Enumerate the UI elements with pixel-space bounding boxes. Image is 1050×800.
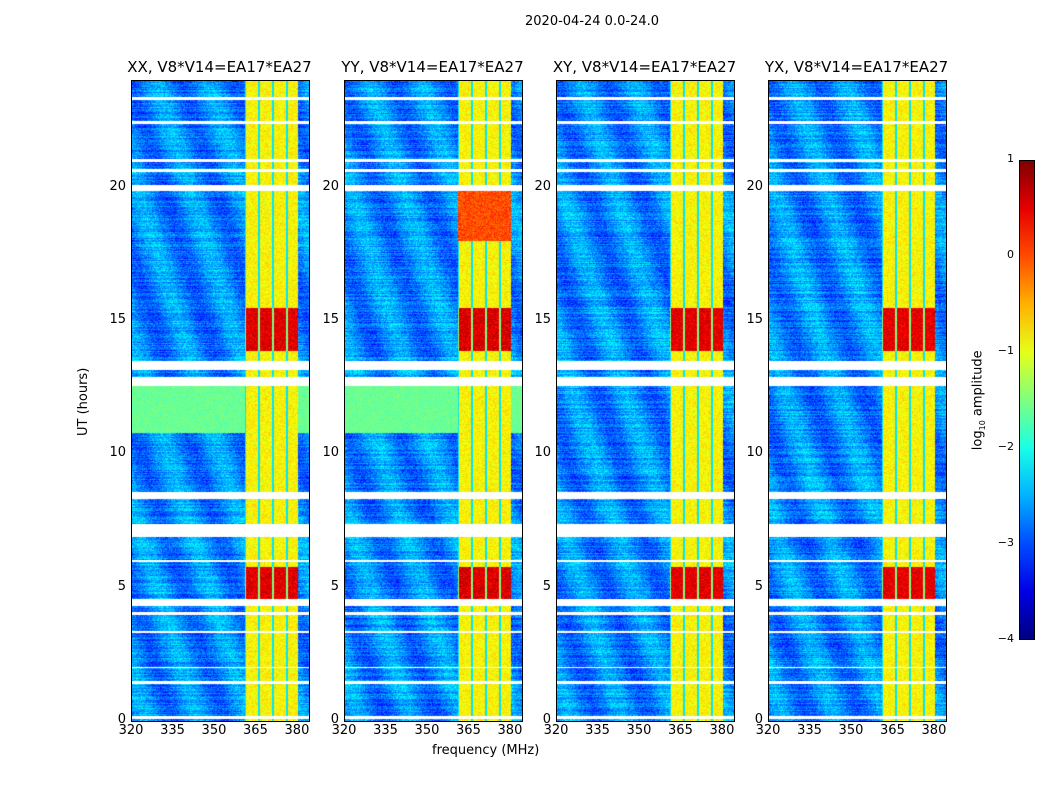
heatmap-panel-3 <box>768 80 947 722</box>
y-tick-label: 10 <box>534 445 551 461</box>
x-tick-label: 380 <box>709 723 735 738</box>
colorbar-tick-label: −3 <box>997 536 1014 549</box>
x-tick-label: 335 <box>797 723 822 738</box>
y-tick-label: 10 <box>322 445 339 461</box>
x-axis-label: frequency (MHz) <box>432 743 540 758</box>
x-tick-label: 365 <box>456 723 481 738</box>
colorbar-label-rest: amplitude <box>970 350 986 421</box>
colorbar-label-sub: 10 <box>978 420 988 431</box>
x-tick-label: 380 <box>497 723 523 738</box>
y-tick-label: 10 <box>746 445 763 461</box>
x-tick-label: 320 <box>755 723 781 738</box>
y-tick-label: 0 <box>754 712 763 727</box>
heatmap-panel-2 <box>556 80 735 722</box>
y-tick-label: 5 <box>330 578 339 594</box>
panel-title: XX, V8*V14=EA17*EA27 <box>127 58 312 76</box>
panel-title: XY, V8*V14=EA17*EA27 <box>552 58 737 76</box>
colorbar-tick-label: 0 <box>1007 248 1014 261</box>
x-tick-label: 320 <box>118 723 144 738</box>
panel-title: YY, V8*V14=EA17*EA27 <box>341 58 524 76</box>
heatmap-panel-1 <box>344 80 523 722</box>
heatmap-panel-0 <box>131 80 310 722</box>
y-tick-label: 15 <box>322 312 339 327</box>
x-tick-label: 335 <box>160 723 185 738</box>
y-tick-label: 0 <box>542 712 551 727</box>
y-tick-label: 15 <box>746 312 763 327</box>
colorbar-label-main: log <box>970 430 986 451</box>
y-tick-label: 5 <box>542 578 551 594</box>
x-tick-label: 320 <box>543 723 569 738</box>
y-tick-label: 5 <box>754 578 763 594</box>
x-tick-label: 335 <box>585 723 610 738</box>
x-tick-label: 380 <box>921 723 947 738</box>
x-tick-label: 365 <box>668 723 693 738</box>
x-tick-label: 350 <box>838 723 864 738</box>
y-tick-label: 15 <box>534 312 551 327</box>
y-tick-label: 5 <box>117 578 126 594</box>
colorbar-tick-label: 1 <box>1007 152 1014 165</box>
x-tick-label: 350 <box>626 723 652 738</box>
colorbar-tick-label: −4 <box>997 632 1014 645</box>
y-tick-label: 15 <box>109 312 126 327</box>
x-tick-label: 380 <box>284 723 310 738</box>
x-tick-label: 365 <box>880 723 905 738</box>
figure-suptitle: 2020-04-24 0.0-24.0 <box>525 14 659 29</box>
x-tick-label: 350 <box>201 723 227 738</box>
y-tick-label: 20 <box>534 178 551 194</box>
y-axis-label-text: UT (hours) <box>76 367 91 436</box>
panel-title: YX, V8*V14=EA17*EA27 <box>764 58 949 76</box>
y-tick-label: 10 <box>109 445 126 461</box>
colorbar <box>1019 160 1035 640</box>
x-tick-label: 365 <box>243 723 268 738</box>
x-tick-label: 350 <box>414 723 440 738</box>
y-tick-label: 20 <box>322 178 339 194</box>
y-tick-label: 0 <box>330 712 339 727</box>
y-tick-label: 20 <box>746 178 763 194</box>
y-tick-label: 20 <box>109 178 126 194</box>
colorbar-tick-label: −2 <box>997 440 1014 453</box>
y-tick-label: 0 <box>117 712 126 727</box>
x-tick-label: 335 <box>373 723 398 738</box>
x-tick-label: 320 <box>331 723 357 738</box>
colorbar-tick-label: −1 <box>997 344 1014 357</box>
